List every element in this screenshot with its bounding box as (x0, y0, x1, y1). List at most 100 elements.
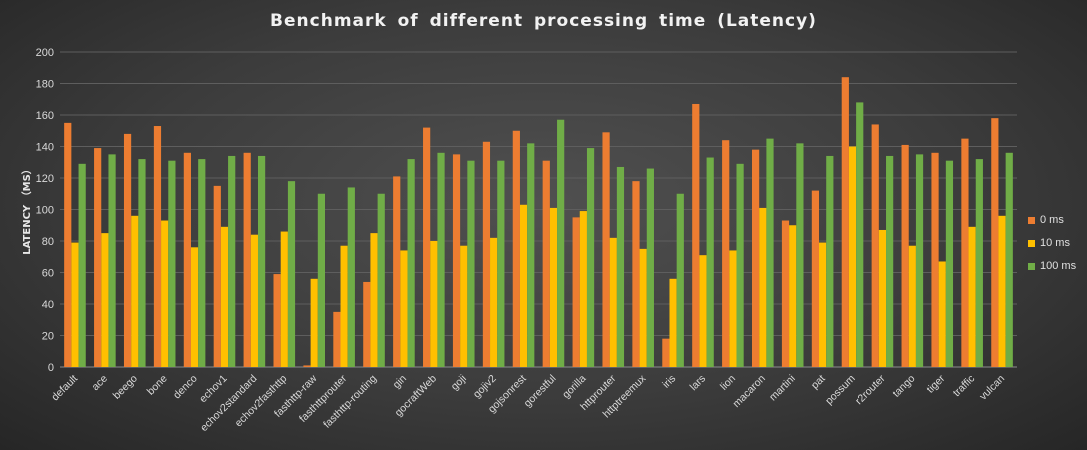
bar-100-ms (497, 160, 505, 367)
bar-100-ms (676, 193, 684, 367)
bar-0-ms (871, 124, 879, 367)
bar-0-ms (94, 148, 102, 367)
bar-0-ms (572, 217, 580, 367)
y-tick-label: 80 (42, 236, 54, 248)
x-tick-label: tango (890, 373, 917, 400)
bar-10-ms (669, 278, 677, 367)
bar-100-ms (78, 163, 86, 367)
bar-0-ms (781, 220, 790, 367)
bar-0-ms (991, 118, 999, 368)
bar-10-ms (71, 242, 79, 367)
bar-100-ms (975, 159, 983, 367)
bar-100-ms (646, 168, 654, 367)
x-tick-label: martini (767, 373, 798, 404)
bar-0-ms (452, 154, 461, 367)
chart-title: Benchmark of different processing time (… (270, 11, 817, 31)
y-tick-label: 40 (42, 299, 54, 311)
legend-item: 0 ms (1028, 212, 1076, 228)
bar-10-ms (789, 225, 797, 367)
x-tick-label: tiger (924, 372, 947, 395)
bar-10-ms (310, 278, 318, 367)
y-tick-label: 0 (48, 362, 54, 374)
bar-10-ms (908, 245, 916, 367)
bar-10-ms (579, 211, 587, 367)
x-tick-label: iris (660, 373, 678, 391)
bar-0-ms (213, 185, 221, 367)
bar-0-ms (423, 127, 431, 367)
x-tick-label: gorestful (522, 373, 559, 410)
x-tick-label: bone (145, 373, 170, 398)
legend-item: 10 ms (1028, 235, 1076, 251)
bar-100-ms (736, 163, 744, 367)
bar-10-ms (699, 255, 707, 367)
y-axis-label: LATENCY （MS） (20, 164, 33, 255)
y-tick-label: 20 (42, 331, 54, 343)
bar-0-ms (273, 274, 281, 367)
bar-100-ms (168, 160, 176, 367)
bar-100-ms (945, 160, 954, 367)
y-tick-label: 200 (36, 47, 54, 59)
bar-0-ms (542, 160, 550, 367)
y-tick-label: 100 (36, 205, 54, 217)
bar-10-ms (639, 248, 647, 367)
bar-100-ms (856, 102, 864, 368)
legend-label: 10 ms (1040, 237, 1070, 249)
bar-10-ms (848, 146, 857, 367)
bar-0-ms (363, 281, 371, 367)
bar-0-ms (602, 132, 610, 367)
bar-10-ms (490, 237, 498, 367)
legend-label: 0 ms (1040, 214, 1064, 226)
chart-legend: 0 ms 10 ms 100 ms (1028, 212, 1076, 281)
x-tick-label: gin (391, 373, 410, 392)
bar-10-ms (819, 242, 827, 367)
bar-10-ms (519, 204, 528, 367)
x-tick-label: echov2fasthttp (233, 373, 290, 430)
bar-10-ms (968, 226, 976, 367)
bar-10-ms (938, 261, 946, 367)
x-tick-label: traffic (951, 373, 978, 400)
bar-0-ms (901, 144, 909, 367)
bar-0-ms (722, 140, 730, 367)
bar-10-ms (101, 233, 109, 367)
bar-0-ms (123, 133, 132, 367)
bar-10-ms (400, 250, 408, 367)
bar-10-ms (878, 229, 887, 367)
x-tick-label: possum (823, 372, 858, 407)
bar-100-ms (317, 193, 326, 367)
bar-100-ms (377, 193, 385, 367)
bar-100-ms (198, 159, 206, 367)
x-tick-label: fasthttp-routing (321, 373, 379, 431)
bar-10-ms (280, 231, 288, 367)
y-tick-label: 180 (36, 79, 54, 91)
bar-0-ms (512, 130, 520, 367)
bar-10-ms (190, 247, 199, 367)
legend-item: 100 ms (1028, 258, 1076, 274)
bar-0-ms (662, 338, 670, 367)
x-tick-label: goji (449, 373, 469, 393)
bar-0-ms (841, 77, 849, 367)
bar-100-ms (766, 138, 774, 367)
bar-100-ms (586, 148, 595, 367)
bar-100-ms (826, 155, 834, 367)
y-tick-label: 60 (42, 268, 54, 280)
bar-10-ms (131, 215, 139, 367)
x-tick-label: ace (90, 373, 111, 394)
bar-100-ms (557, 119, 565, 367)
x-tick-label: pat (809, 373, 828, 392)
bar-0-ms (811, 190, 820, 367)
bar-0-ms (751, 149, 760, 367)
bar-100-ms (287, 181, 296, 367)
bar-0-ms (243, 152, 251, 367)
x-tick-label: vulcan (977, 373, 1007, 403)
bar-0-ms (303, 365, 311, 367)
bar-10-ms (161, 220, 169, 367)
bar-0-ms (692, 103, 700, 367)
x-tick-label: gorilla (560, 373, 588, 401)
bar-10-ms (998, 215, 1006, 367)
bar-0-ms (931, 152, 939, 367)
x-tick-label: lars (688, 373, 708, 393)
x-tick-label: gojiv2 (471, 373, 499, 401)
x-tick-label: beego (111, 373, 140, 402)
bar-100-ms (527, 143, 535, 367)
